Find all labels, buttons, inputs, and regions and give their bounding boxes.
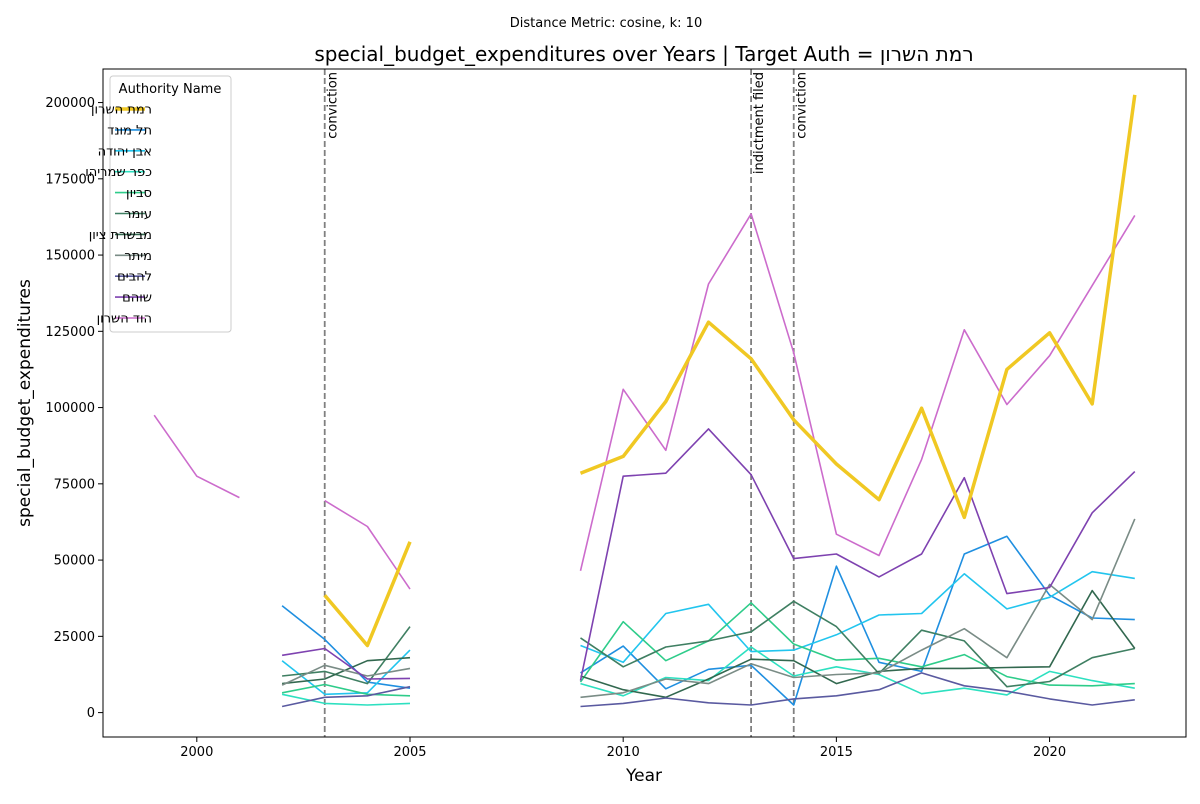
series-segment — [153, 414, 240, 499]
series-segment — [580, 646, 1135, 697]
series-segment — [579, 94, 1137, 520]
legend: Authority Name רמת השרון תל מונד אבן יהודה… — [85, 75, 232, 333]
series-line — [281, 672, 1135, 708]
x-tick-label: 2020 — [1033, 745, 1066, 760]
series-segment — [579, 213, 1136, 571]
legend-label: שוהם — [122, 291, 152, 306]
legend-title: Authority Name — [119, 82, 222, 97]
y-axis: 0 25000 50000 75000 100000 125000 150000 175000… — [45, 96, 103, 721]
x-axis-label: Year — [625, 766, 662, 786]
series-segment — [579, 428, 1136, 681]
series-segment — [580, 518, 1136, 699]
series-segment — [323, 541, 412, 648]
series-segment — [281, 685, 411, 708]
x-tick-label: 2010 — [607, 745, 640, 760]
y-tick-label: 75000 — [54, 477, 95, 492]
y-tick-label: 175000 — [45, 172, 95, 187]
series-line — [282, 600, 1135, 688]
series-line — [323, 94, 1137, 648]
series-segment — [324, 499, 411, 590]
series-line — [153, 213, 1136, 590]
series-segment — [281, 605, 411, 689]
series-segment — [282, 626, 411, 685]
legend-label: עומר — [124, 207, 152, 222]
series-line — [281, 428, 1136, 681]
legend-label: סביון — [126, 186, 152, 201]
event-label: indictment filed — [752, 72, 767, 174]
series-segment — [281, 647, 411, 680]
legend-label: רמת השרון — [91, 103, 152, 118]
series-segment — [580, 535, 1135, 706]
series-segment — [580, 589, 1136, 699]
event-label: conviction — [326, 72, 341, 139]
series-segment — [579, 601, 1135, 687]
legend-label: מיתר — [124, 249, 152, 264]
x-axis: 2000 2005 2010 2015 2020 — [180, 737, 1066, 760]
x-tick-label: 2005 — [393, 745, 426, 760]
series-segment — [281, 664, 411, 686]
chart-suptitle: Distance Metric: cosine, k: 10 — [510, 16, 702, 31]
series-line — [281, 646, 1135, 706]
series-line — [281, 601, 1135, 697]
y-tick-label: 125000 — [45, 325, 95, 340]
y-tick-label: 0 — [87, 706, 95, 721]
series-segment — [580, 672, 1135, 708]
series-line — [281, 535, 1135, 706]
y-tick-label: 50000 — [54, 554, 95, 569]
series-segment — [580, 570, 1135, 664]
legend-label: הוד השרון — [97, 312, 152, 327]
legend-label: להבים — [117, 270, 152, 285]
y-tick-label: 25000 — [54, 630, 95, 645]
legend-label: מבשרת ציון — [89, 228, 152, 243]
legend-label: אבן יהודה — [98, 144, 152, 159]
series-segment — [281, 683, 411, 697]
x-tick-label: 2000 — [180, 745, 213, 760]
x-tick-label: 2015 — [820, 745, 853, 760]
event-label: conviction — [795, 72, 810, 139]
y-axis-label: special_budget_expenditures — [15, 279, 35, 527]
series-lines — [153, 94, 1137, 708]
legend-label: תל מונד — [107, 123, 152, 138]
legend-label: כפר שמריהו — [85, 165, 152, 180]
y-tick-label: 100000 — [45, 401, 95, 416]
series-segment — [281, 693, 411, 706]
series-segment — [580, 600, 1135, 688]
event-markers: conviction indictment filed conviction — [323, 69, 810, 737]
legend-box — [109, 75, 232, 333]
y-tick-label: 200000 — [45, 96, 95, 111]
series-line — [281, 518, 1136, 699]
y-tick-label: 150000 — [45, 249, 95, 264]
plot-frame — [102, 68, 1187, 738]
legend-items: רמת השרון תל מונד אבן יהודה כפר שמריהו סביון… — [85, 103, 152, 327]
chart-title: special_budget_expenditures over Years |… — [314, 42, 973, 66]
